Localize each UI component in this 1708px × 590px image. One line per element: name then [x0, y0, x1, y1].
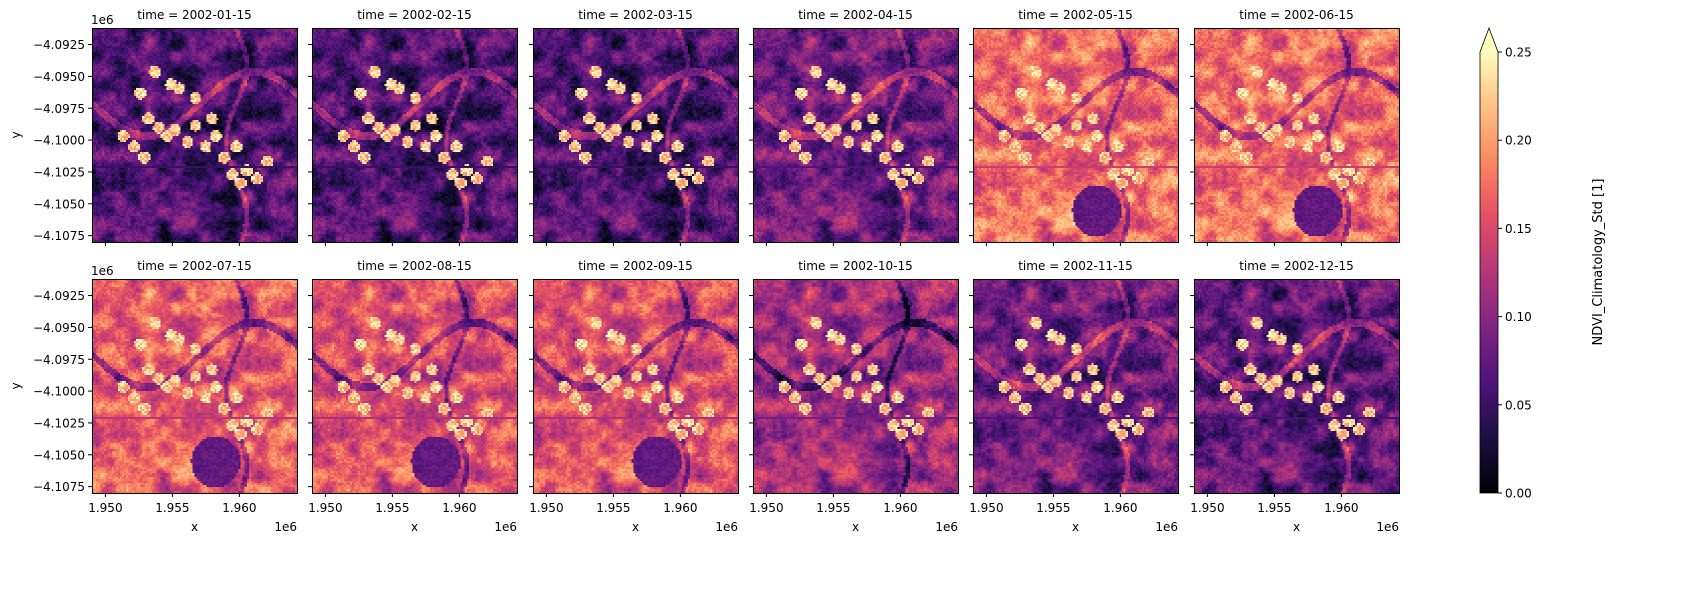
facet-title: time = 2002-01-15: [137, 8, 252, 22]
facet-title: time = 2002-08-15: [357, 259, 472, 273]
y-tick-label: −4.0925: [33, 38, 85, 52]
panel-frame: [753, 279, 959, 494]
y-tick-label: −4.0975: [33, 353, 85, 367]
colorbar-tick-label: 0.00: [1505, 487, 1532, 501]
colorbar-tick-label: 0.05: [1505, 398, 1532, 412]
colorbar: 0.00 0.05 0.10 0.15 0.20 0.25: [1479, 26, 1532, 501]
raster-panel-5: [973, 28, 1178, 242]
panel-frame: [753, 28, 959, 243]
y-tick-label: −4.1050: [33, 197, 85, 211]
y-offset-label: 1e6: [91, 13, 114, 27]
x-axis-label: x: [411, 520, 418, 534]
raster-panel-2: [312, 28, 517, 242]
facet-title: time = 2002-03-15: [578, 8, 693, 22]
x-tick-label: 1.955: [816, 501, 850, 515]
y-tick-label: −4.1050: [33, 448, 85, 462]
x-offset-label: 1e6: [274, 520, 297, 534]
panel-frame: [973, 28, 1179, 243]
panel-frame: [92, 279, 298, 494]
y-axis-label: y: [9, 382, 23, 389]
colorbar-outline: [1479, 26, 1499, 494]
panel-frame: [533, 28, 739, 243]
x-axis-label: x: [632, 520, 639, 534]
x-axis-label: x: [852, 520, 859, 534]
facet-title: time = 2002-12-15: [1239, 259, 1354, 273]
raster-panel-4: [753, 28, 958, 242]
panel-frame: [973, 279, 1179, 494]
x-tick-label: 1.960: [1324, 501, 1358, 515]
y-tick-label: −4.0950: [33, 321, 85, 335]
y-tick-label: −4.1025: [33, 416, 85, 430]
panel-frame: [1194, 279, 1400, 494]
facet-title: time = 2002-05-15: [1018, 8, 1133, 22]
raster-panel-7: [92, 279, 297, 493]
y-offset-label: 1e6: [91, 264, 114, 278]
panel-frame: [92, 28, 298, 243]
x-tick-label: 1.955: [375, 501, 409, 515]
x-tick-label: 1.950: [529, 501, 563, 515]
raster-panel-12: [1194, 279, 1399, 493]
x-tick-label: 1.960: [883, 501, 917, 515]
y-tick-label: −4.1025: [33, 165, 85, 179]
x-tick-label: 1.960: [442, 501, 476, 515]
raster-panel-11: [973, 279, 1178, 493]
x-offset-label: 1e6: [935, 520, 958, 534]
x-tick-label: 1.960: [222, 501, 256, 515]
raster-panel-3: [533, 28, 738, 242]
colorbar-gradient: [1480, 52, 1498, 493]
y-tick-label: −4.1000: [33, 134, 85, 148]
x-offset-label: 1e6: [1376, 520, 1399, 534]
x-tick-label: 1.960: [1103, 501, 1137, 515]
raster-panel-8: [312, 279, 517, 493]
panel-frame: [312, 279, 518, 494]
facet-title: time = 2002-02-15: [357, 8, 472, 22]
x-offset-label: 1e6: [494, 520, 517, 534]
colorbar-tick-label: 0.25: [1505, 46, 1532, 60]
panel-frame: [533, 279, 739, 494]
facet-title: time = 2002-04-15: [798, 8, 913, 22]
y-tick-label: −4.1000: [33, 385, 85, 399]
colorbar-label: NDVI_Climatology_Std [1]: [1591, 179, 1606, 346]
raster-panel-10: [753, 279, 958, 493]
x-axis-label: x: [191, 520, 198, 534]
panel-frame: [1194, 28, 1400, 243]
colorbar-tick-label: 0.15: [1505, 222, 1532, 236]
x-tick-label: 1.955: [596, 501, 630, 515]
x-tick-label: 1.950: [308, 501, 342, 515]
colorbar-extend-max: [1480, 28, 1498, 52]
facet-title: time = 2002-06-15: [1239, 8, 1354, 22]
x-tick-label: 1.955: [1036, 501, 1070, 515]
colorbar-tick-label: 0.20: [1505, 134, 1532, 148]
x-tick-label: 1.950: [749, 501, 783, 515]
facet-title: time = 2002-07-15: [137, 259, 252, 273]
x-tick-label: 1.955: [1257, 501, 1291, 515]
y-axis-label: y: [9, 131, 23, 138]
raster-panel-6: [1194, 28, 1399, 242]
y-tick-label: −4.0950: [33, 70, 85, 84]
x-tick-label: 1.960: [663, 501, 697, 515]
raster-panel-9: [533, 279, 738, 493]
x-tick-label: 1.950: [88, 501, 122, 515]
y-tick-label: −4.1075: [33, 480, 85, 494]
x-tick-label: 1.950: [1190, 501, 1224, 515]
y-tick-label: −4.1075: [33, 229, 85, 243]
x-offset-label: 1e6: [1155, 520, 1178, 534]
panel-frame: [312, 28, 518, 243]
facet-title: time = 2002-11-15: [1018, 259, 1133, 273]
y-tick-label: −4.0925: [33, 289, 85, 303]
x-tick-label: 1.950: [969, 501, 1003, 515]
facet-title: time = 2002-10-15: [798, 259, 913, 273]
x-axis-label: x: [1072, 520, 1079, 534]
x-tick-label: 1.955: [155, 501, 189, 515]
y-tick-label: −4.0975: [33, 102, 85, 116]
raster-panel-1: [92, 28, 297, 242]
x-axis-label: x: [1293, 520, 1300, 534]
x-offset-label: 1e6: [715, 520, 738, 534]
colorbar-tick-label: 0.10: [1505, 310, 1532, 324]
facet-title: time = 2002-09-15: [578, 259, 693, 273]
